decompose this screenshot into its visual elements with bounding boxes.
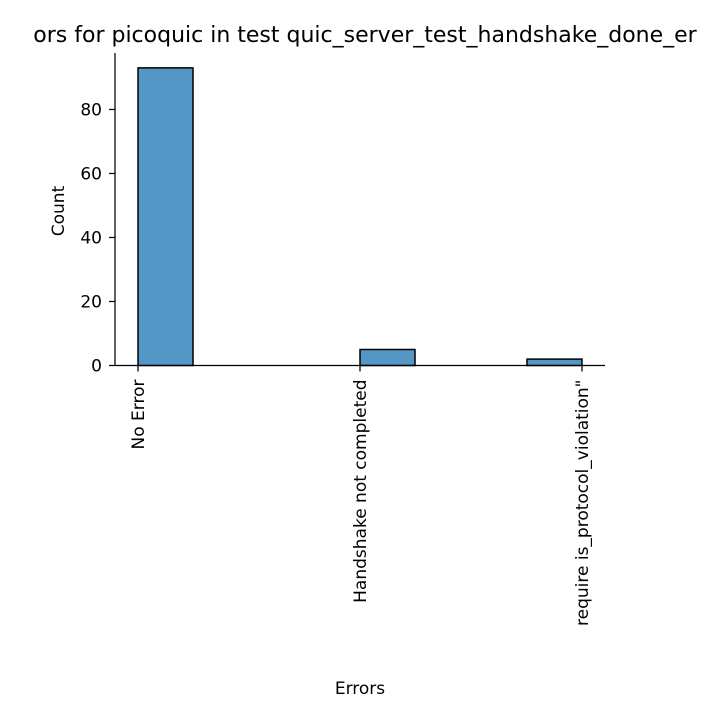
bar-2 <box>526 358 583 367</box>
y-ticks-group: 0 20 40 60 80 <box>80 100 115 377</box>
y-tick-label-1: 20 <box>80 292 102 312</box>
chart-title: ors for picoquic in test quic_server_tes… <box>33 23 697 48</box>
y-tick-label-3: 60 <box>80 164 102 184</box>
y-tick-label-4: 80 <box>80 100 102 120</box>
bar-0 <box>137 67 194 367</box>
y-axis-label: Count <box>49 185 69 236</box>
bar-1 <box>359 348 416 367</box>
y-tick-label-2: 40 <box>80 228 102 248</box>
x-tick-label-1: Handshake not completed <box>351 380 371 603</box>
x-axis-label: Errors <box>335 679 385 699</box>
y-tick-label-0: 0 <box>91 357 102 377</box>
x-tick-label-0: No Error <box>129 379 149 449</box>
x-ticks-group: No Error Handshake not completed require i… <box>129 365 593 626</box>
bars-group <box>137 67 583 367</box>
x-tick-label-2: require is_protocol_violation" <box>573 380 593 626</box>
